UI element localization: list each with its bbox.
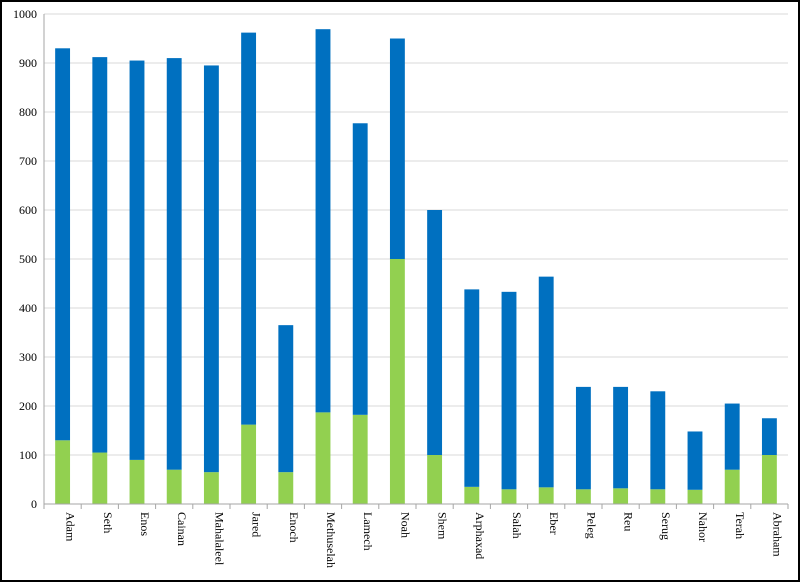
x-category-label: Reu — [622, 512, 636, 531]
bar-nahor-segment-1 — [687, 489, 703, 504]
bar-seth-segment-1 — [92, 452, 108, 504]
y-tick-label: 1000 — [13, 7, 37, 21]
bar-lamech-segment-1 — [352, 414, 368, 504]
bar-methuselah-segment-1 — [315, 412, 331, 504]
x-category-label: Cainan — [175, 512, 189, 546]
bar-nahor-segment-2 — [687, 431, 703, 490]
x-category-label: Mahalaleel — [212, 512, 226, 566]
x-category-label: Adam — [64, 512, 78, 542]
bar-jared-segment-1 — [241, 424, 257, 504]
x-category-label: Jared — [250, 512, 264, 537]
bar-jared-segment-2 — [241, 32, 257, 425]
bar-enoch-segment-1 — [278, 472, 294, 504]
bars — [55, 29, 777, 504]
gridlines — [44, 13, 788, 505]
y-tick-label: 800 — [19, 105, 37, 119]
bar-lamech-segment-2 — [352, 123, 368, 415]
bar-terah-segment-2 — [724, 403, 740, 470]
y-tick-label: 900 — [19, 56, 37, 70]
y-tick-label: 100 — [19, 448, 37, 462]
y-tick-label: 200 — [19, 399, 37, 413]
bar-adam-segment-1 — [55, 440, 71, 504]
y-tick-label: 300 — [19, 350, 37, 364]
x-category-label: Salah — [510, 512, 524, 539]
bar-enos-segment-1 — [129, 459, 145, 504]
x-category-label: Noah — [398, 512, 412, 538]
bar-eber-segment-2 — [538, 276, 554, 488]
bar-salah-segment-1 — [501, 489, 517, 504]
bar-methuselah-segment-2 — [315, 29, 331, 413]
bar-serug-segment-1 — [650, 489, 666, 504]
bar-mahalaleel-segment-1 — [203, 472, 219, 504]
y-tick-label: 700 — [19, 154, 37, 168]
bar-noah-segment-1 — [389, 259, 405, 504]
bar-enos-segment-2 — [129, 60, 145, 460]
bar-reu-segment-1 — [613, 488, 629, 504]
bar-arphaxad-segment-2 — [464, 289, 480, 487]
bar-shem-segment-1 — [427, 455, 443, 504]
bar-peleg-segment-2 — [575, 386, 591, 490]
bar-arphaxad-segment-1 — [464, 486, 480, 504]
bar-peleg-segment-1 — [575, 489, 591, 504]
bar-salah-segment-2 — [501, 291, 517, 490]
y-tick-label: 600 — [19, 203, 37, 217]
x-category-label: Methuselah — [324, 512, 338, 568]
bar-eber-segment-1 — [538, 487, 554, 504]
bar-reu-segment-2 — [613, 386, 629, 489]
y-axis: 0 100 200 300 400 500 600 700 800 900 1000 — [13, 7, 45, 511]
x-category-label: Abraham — [770, 512, 784, 557]
bar-noah-segment-2 — [389, 38, 405, 259]
bar-seth-segment-2 — [92, 57, 108, 453]
x-axis: Adam Seth Enos Cainan Mahalaleel Jared Enoch Me… — [43, 503, 789, 568]
x-category-label: Peleg — [584, 512, 598, 539]
bar-abraham-segment-2 — [761, 418, 777, 455]
y-tick-label: 500 — [19, 252, 37, 266]
x-category-label: Enos — [138, 512, 152, 536]
bar-cainan-segment-1 — [166, 469, 182, 504]
x-category-label: Shem — [436, 512, 450, 540]
y-tick-label: 0 — [31, 497, 37, 511]
x-category-label: Serug — [659, 512, 673, 540]
y-tick-label: 400 — [19, 301, 37, 315]
bar-cainan-segment-2 — [166, 58, 182, 470]
bar-enoch-segment-2 — [278, 325, 294, 473]
x-category-label: Seth — [101, 512, 115, 533]
x-category-label: Eber — [547, 512, 561, 535]
bar-abraham-segment-1 — [761, 455, 777, 504]
x-category-label: Enoch — [287, 512, 301, 543]
x-category-label: Lamech — [361, 512, 375, 551]
bar-serug-segment-2 — [650, 391, 666, 490]
bar-mahalaleel-segment-2 — [203, 65, 219, 473]
bar-terah-segment-1 — [724, 469, 740, 504]
x-category-label: Terah — [733, 512, 747, 539]
x-category-label: Arphaxad — [473, 512, 487, 559]
x-category-label: Nahor — [696, 512, 710, 542]
bar-shem-segment-2 — [427, 210, 443, 455]
bar-adam-segment-2 — [55, 48, 71, 441]
